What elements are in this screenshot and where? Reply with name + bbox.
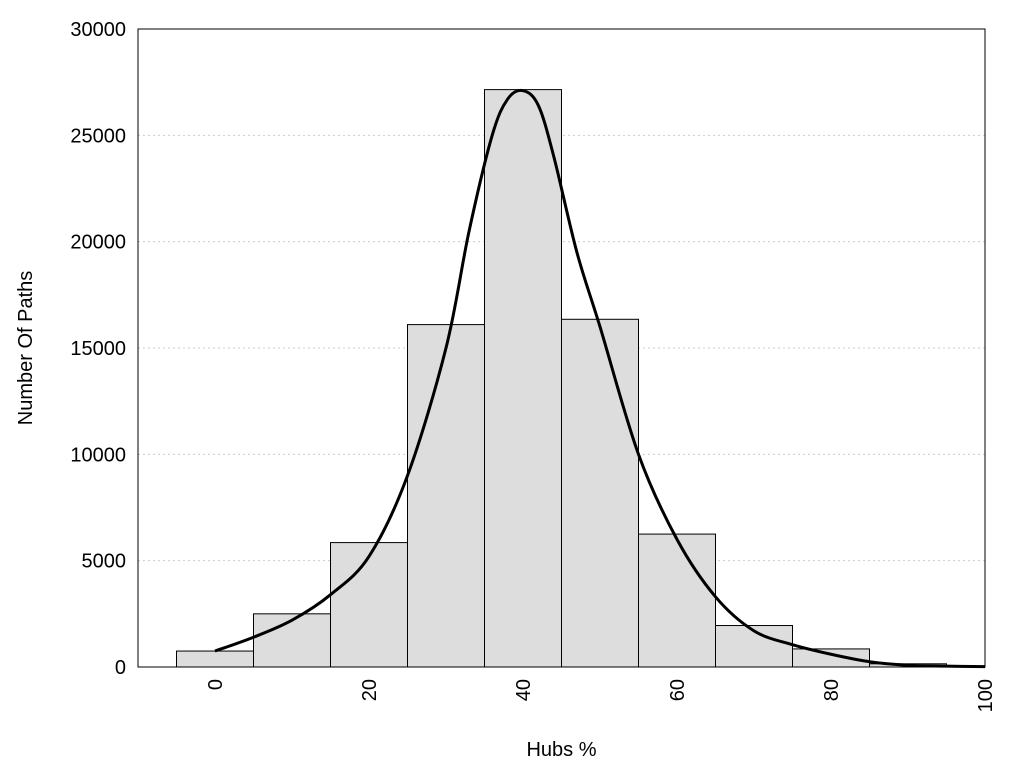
histogram-bar	[176, 650, 254, 668]
histogram-bar	[792, 648, 870, 668]
grid-lines	[138, 134, 985, 562]
y-axis-ticks: 0 5000 10000 15000 20000 25000 30000	[70, 19, 126, 679]
histogram-bar	[638, 533, 716, 668]
y-tick-label: 30000	[70, 19, 126, 41]
y-axis-label: Number Of Paths	[15, 271, 37, 426]
y-tick-label: 5000	[82, 551, 127, 573]
y-tick-label: 20000	[70, 232, 126, 254]
histogram-bar	[561, 318, 639, 668]
histogram-bar	[253, 613, 331, 668]
plot-frame	[137, 28, 986, 668]
y-tick-label: 15000	[70, 338, 126, 360]
x-tick-label: 40	[513, 679, 535, 701]
density-curve	[214, 88, 986, 669]
x-axis-ticks: 0 20 40 60 80 100	[205, 679, 997, 712]
x-tick-label: 0	[205, 679, 227, 690]
x-tick-label: 80	[821, 679, 843, 701]
density-curve-layer	[214, 88, 986, 669]
x-axis-label: Hubs %	[526, 739, 596, 761]
y-tick-label: 0	[115, 657, 126, 679]
x-tick-label: 20	[359, 679, 381, 701]
histogram-bar	[330, 542, 408, 668]
histogram-bar	[407, 324, 485, 668]
y-tick-label: 25000	[70, 125, 126, 147]
histogram-bars	[176, 89, 947, 668]
x-tick-label: 60	[667, 679, 689, 701]
x-tick-label: 100	[975, 679, 997, 712]
histogram-bar	[484, 89, 562, 668]
y-tick-label: 10000	[70, 444, 126, 466]
